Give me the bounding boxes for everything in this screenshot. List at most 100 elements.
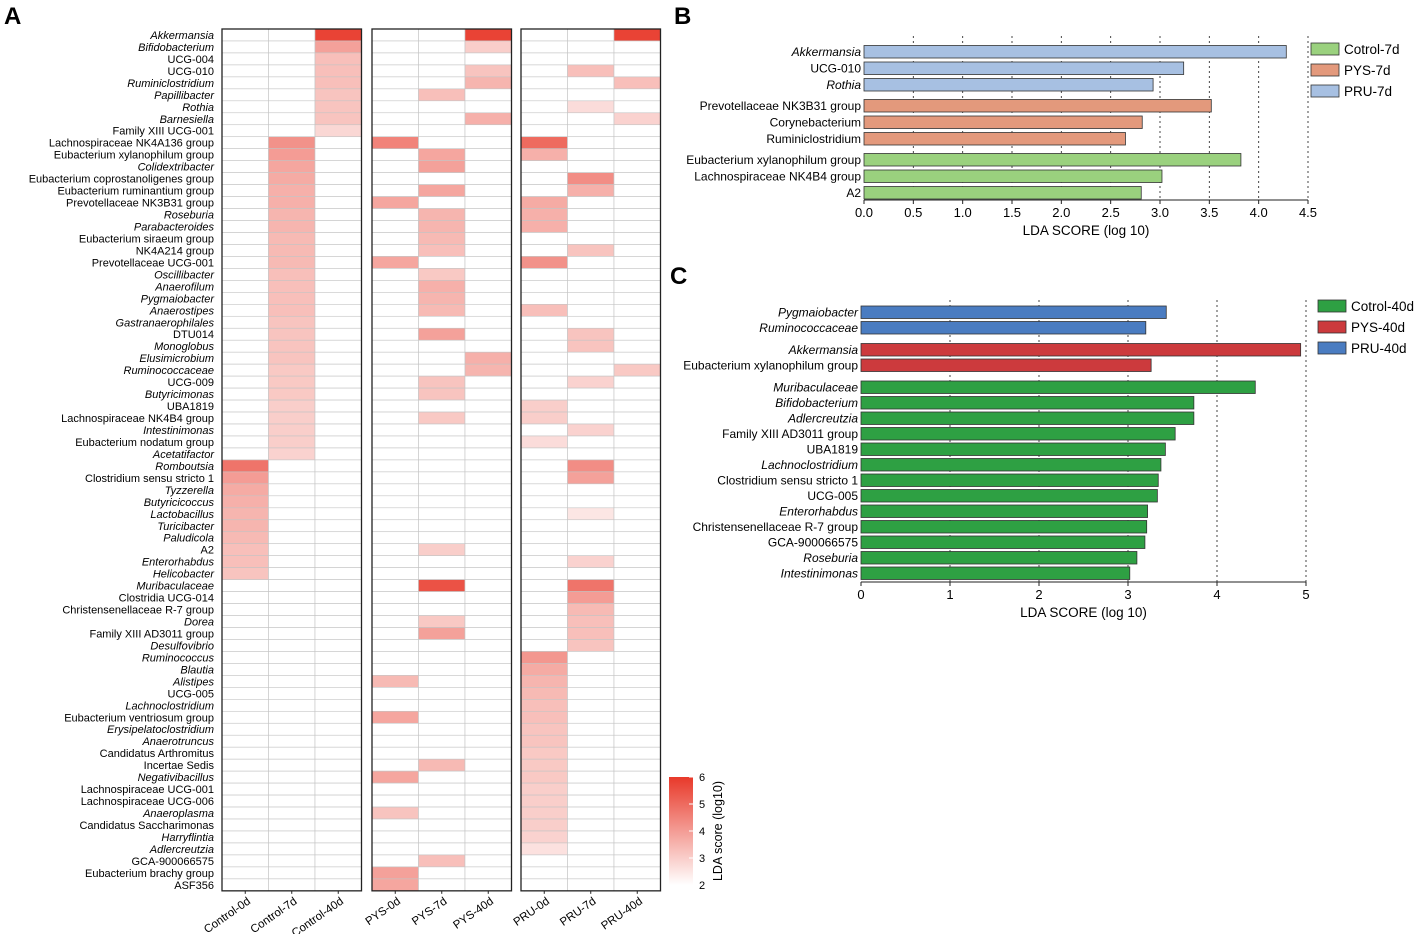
- heatmap-cell: [613, 615, 661, 628]
- heatmap-row-label: Christensenellaceae R-7 group: [62, 605, 214, 617]
- heatmap-cell: [268, 160, 316, 173]
- heatmap-cell: [221, 112, 269, 126]
- heatmap-cell: [567, 292, 615, 305]
- heatmap-cell: [613, 734, 661, 748]
- heatmap-cell: [371, 818, 419, 832]
- heatmap-cell: [314, 280, 362, 293]
- heatmap-cell: [314, 471, 362, 485]
- heatmap-cell: [418, 339, 466, 353]
- heatmap-cell: [464, 327, 512, 341]
- heatmap-cell: [221, 579, 269, 592]
- heatmap-cell: [268, 268, 316, 281]
- heatmap-cell: [418, 543, 466, 556]
- heatmap-cell: [371, 579, 419, 592]
- heatmap-cell: [520, 172, 568, 185]
- heatmap-cell: [314, 507, 362, 521]
- heatmap-cell: [567, 722, 615, 736]
- heatmap-cell: [613, 483, 661, 497]
- heatmap-cell: [314, 878, 362, 892]
- heatmap-cell: [314, 543, 362, 556]
- heatmap-cell: [613, 292, 661, 305]
- heatmap-cell: [221, 387, 269, 401]
- heatmap-cell: [371, 375, 419, 389]
- heatmap-cell: [314, 459, 362, 473]
- legend-swatch: [1317, 299, 1347, 313]
- heatmap-cell: [464, 315, 512, 329]
- heatmap-cell: [221, 100, 269, 114]
- heatmap-cell: [613, 315, 661, 329]
- colorbar-tick-label: 2: [699, 880, 705, 892]
- colorbar-tick-label: 3: [699, 853, 705, 865]
- heatmap-cell: [418, 220, 466, 233]
- heatmap-cell: [418, 172, 466, 185]
- heatmap-cell: [464, 543, 512, 556]
- heatmap-cell: [221, 52, 269, 66]
- lda-bar-chart-40d: PygmaiobacterRuminococcaceaeAkkermansiaE…: [683, 299, 1414, 620]
- heatmap-cell: [268, 208, 316, 221]
- heatmap-cell: [418, 363, 466, 377]
- heatmap-cell: [268, 507, 316, 521]
- heatmap-cell: [520, 495, 568, 509]
- heatmap-cell: [418, 639, 466, 652]
- heatmap-cell: [268, 351, 316, 365]
- heatmap-cell: [418, 387, 466, 401]
- heatmap-cell: [371, 746, 419, 760]
- x-tick-label: 1.5: [1003, 205, 1021, 220]
- heatmap-cell: [464, 160, 512, 173]
- heatmap-cell: [567, 758, 615, 772]
- heatmap-cell: [371, 136, 419, 149]
- heatmap-cell: [314, 172, 362, 185]
- heatmap-cell: [371, 399, 419, 413]
- legend-swatch: [1310, 42, 1340, 56]
- heatmap-cell: [418, 794, 466, 808]
- heatmap-row-label: Anaerotruncus: [141, 736, 214, 748]
- heatmap-row-label: UCG-005: [168, 688, 214, 700]
- heatmap-cell: [567, 100, 615, 114]
- heatmap-cell: [371, 435, 419, 449]
- heatmap-cell: [567, 124, 615, 138]
- heatmap-cell: [314, 124, 362, 138]
- heatmap-cell: [371, 244, 419, 257]
- heatmap-row-label: Dorea: [184, 617, 214, 629]
- heatmap-cell: [314, 304, 362, 317]
- heatmap-cell: [268, 782, 316, 796]
- heatmap-cell: [567, 794, 615, 808]
- x-tick-label: 4.5: [1299, 205, 1317, 220]
- heatmap-cell: [567, 196, 615, 209]
- heatmap-cell: [464, 794, 512, 808]
- heatmap-row-label: Papillibacter: [154, 90, 215, 102]
- heatmap-cell: [418, 160, 466, 173]
- heatmap-cell: [221, 866, 269, 880]
- bar: [863, 78, 1154, 92]
- heatmap-cell: [567, 531, 615, 545]
- heatmap-row-label: Clostridium sensu stricto 1: [85, 473, 214, 485]
- bar-label: Adlercreutzia: [787, 411, 858, 425]
- heatmap-cell: [268, 794, 316, 808]
- heatmap-cell: [418, 232, 466, 245]
- heatmap-cell: [314, 519, 362, 533]
- heatmap-cell: [613, 758, 661, 772]
- heatmap-cell: [221, 483, 269, 497]
- heatmap-cell: [418, 806, 466, 820]
- heatmap-cell: [464, 196, 512, 209]
- legend-swatch: [1317, 320, 1347, 334]
- heatmap-cell: [567, 818, 615, 832]
- heatmap-cell: [314, 232, 362, 245]
- x-tick-label: 0.0: [855, 205, 873, 220]
- heatmap-cell: [464, 603, 512, 616]
- heatmap-cell: [371, 280, 419, 293]
- heatmap-cell: [613, 172, 661, 185]
- heatmap-cell: [567, 543, 615, 556]
- heatmap-cell: [520, 627, 568, 640]
- heatmap-cell: [221, 435, 269, 449]
- heatmap-cell: [371, 555, 419, 568]
- heatmap-cell: [464, 842, 512, 856]
- heatmap-cell: [221, 256, 269, 269]
- bar: [863, 132, 1126, 146]
- heatmap-cell: [520, 555, 568, 568]
- bar-label: GCA-900066575: [768, 535, 858, 549]
- heatmap-cell: [464, 591, 512, 604]
- heatmap-cell: [314, 603, 362, 616]
- heatmap-cell: [464, 579, 512, 592]
- heatmap-cell: [464, 76, 512, 90]
